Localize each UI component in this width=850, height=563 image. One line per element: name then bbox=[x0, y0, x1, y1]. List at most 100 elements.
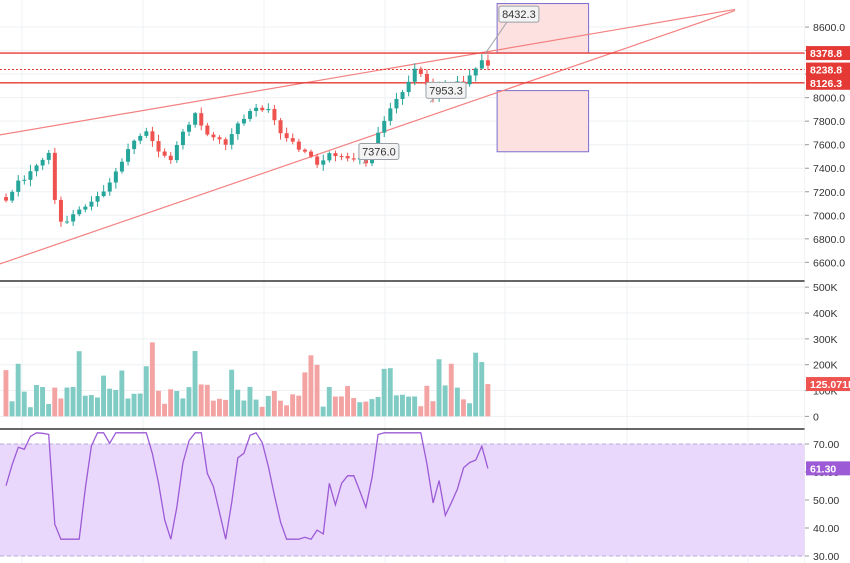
candle-body[interactable] bbox=[260, 107, 265, 111]
candle-body[interactable] bbox=[418, 68, 423, 74]
volume-bar[interactable] bbox=[168, 389, 174, 417]
volume-bar[interactable] bbox=[259, 406, 265, 417]
candle-body[interactable] bbox=[315, 156, 320, 165]
volume-bar[interactable] bbox=[271, 390, 277, 417]
volume-bar[interactable] bbox=[308, 355, 314, 417]
volume-bar[interactable] bbox=[235, 389, 241, 417]
candle-body[interactable] bbox=[473, 68, 478, 76]
volume-bar[interactable] bbox=[253, 399, 259, 417]
volume-bar[interactable] bbox=[46, 404, 52, 417]
candle-body[interactable] bbox=[113, 171, 118, 183]
volume-bar[interactable] bbox=[241, 400, 247, 417]
volume-bar[interactable] bbox=[149, 342, 155, 417]
candle-body[interactable] bbox=[180, 131, 185, 146]
target-box[interactable] bbox=[496, 90, 590, 153]
price-pane[interactable]: 8432.3 7953.3 7376.0 bbox=[0, 3, 805, 268]
volume-bar[interactable] bbox=[479, 362, 485, 417]
volume-bar[interactable] bbox=[265, 395, 271, 417]
candle-body[interactable] bbox=[101, 191, 106, 197]
candle-body[interactable] bbox=[235, 123, 240, 135]
candle-body[interactable] bbox=[388, 108, 393, 121]
candle-body[interactable] bbox=[241, 118, 246, 124]
volume-bar[interactable] bbox=[345, 386, 350, 417]
volume-bar[interactable] bbox=[143, 366, 149, 417]
volume-bar[interactable] bbox=[76, 351, 82, 417]
volume-bar[interactable] bbox=[461, 399, 466, 417]
volume-bar[interactable] bbox=[192, 351, 198, 417]
candle-body[interactable] bbox=[467, 75, 472, 85]
volume-bar[interactable] bbox=[418, 406, 424, 417]
rsi-value-tag[interactable]: 61.30 bbox=[806, 461, 850, 476]
candle-body[interactable] bbox=[40, 159, 45, 166]
volume-bar[interactable] bbox=[223, 399, 228, 417]
rsi-pane[interactable] bbox=[0, 431, 805, 557]
candle-body[interactable] bbox=[89, 201, 94, 207]
candle-body[interactable] bbox=[156, 141, 161, 152]
volume-bar[interactable] bbox=[125, 398, 131, 417]
price-axis[interactable]: 6600.0 6800.0 7000.0 7200.0 7400.0 7600.0 7800… bbox=[805, 0, 850, 563]
candle-body[interactable] bbox=[296, 141, 301, 150]
volume-bar[interactable] bbox=[290, 394, 296, 417]
candle-body[interactable] bbox=[223, 139, 228, 145]
volume-bar[interactable] bbox=[406, 396, 411, 417]
volume-bar[interactable] bbox=[278, 400, 283, 417]
volume-bar[interactable] bbox=[156, 390, 161, 417]
callout-box[interactable] bbox=[425, 81, 467, 99]
price-level-tag[interactable]: 8126.3 bbox=[806, 75, 850, 90]
volume-bar[interactable] bbox=[448, 363, 454, 417]
callout-box[interactable] bbox=[498, 5, 540, 23]
candle-body[interactable] bbox=[321, 160, 326, 165]
candle-body[interactable] bbox=[272, 108, 277, 121]
volume-bar[interactable] bbox=[332, 396, 338, 417]
candle-body[interactable] bbox=[28, 171, 33, 180]
candle-body[interactable] bbox=[327, 153, 332, 161]
volume-bar[interactable] bbox=[137, 393, 143, 417]
volume-bar[interactable] bbox=[131, 393, 137, 417]
candle-body[interactable] bbox=[95, 196, 100, 202]
candle-body[interactable] bbox=[345, 156, 350, 159]
candle-body[interactable] bbox=[10, 191, 15, 201]
candle-body[interactable] bbox=[302, 149, 307, 152]
candle-body[interactable] bbox=[309, 151, 314, 157]
volume-pane[interactable] bbox=[3, 342, 491, 417]
price-level-tag[interactable]: 8378.8 bbox=[806, 46, 850, 61]
volume-bar[interactable] bbox=[424, 385, 430, 417]
candle-body[interactable] bbox=[138, 135, 143, 141]
candle-body[interactable] bbox=[187, 124, 192, 132]
volume-bar[interactable] bbox=[204, 384, 210, 417]
trend-line[interactable] bbox=[0, 8, 736, 136]
candle-body[interactable] bbox=[479, 60, 484, 69]
volume-bar[interactable] bbox=[473, 352, 479, 417]
candle-body[interactable] bbox=[205, 125, 210, 135]
volume-bar[interactable] bbox=[82, 395, 88, 417]
volume-bar[interactable] bbox=[400, 394, 405, 417]
volume-bar[interactable] bbox=[320, 406, 326, 417]
candle-body[interactable] bbox=[4, 197, 9, 201]
rsi-line[interactable] bbox=[5, 431, 489, 540]
volume-bar[interactable] bbox=[70, 386, 76, 417]
volume-bar[interactable] bbox=[3, 370, 9, 417]
price-level-tag[interactable]: 8238.8 bbox=[806, 62, 850, 77]
candle-body[interactable] bbox=[126, 149, 131, 162]
volume-bar[interactable] bbox=[40, 387, 45, 417]
callout-box[interactable] bbox=[358, 143, 400, 161]
volume-bar[interactable] bbox=[217, 398, 222, 417]
volume-bar[interactable] bbox=[363, 401, 369, 417]
candle-body[interactable] bbox=[193, 113, 198, 125]
volume-bar[interactable] bbox=[387, 368, 393, 417]
volume-bar[interactable] bbox=[34, 384, 39, 417]
volume-bar[interactable] bbox=[162, 403, 167, 417]
candle-body[interactable] bbox=[211, 134, 216, 138]
volume-bar[interactable] bbox=[27, 407, 33, 417]
volume-bar[interactable] bbox=[412, 396, 418, 417]
candle-body[interactable] bbox=[217, 137, 222, 140]
candle-body[interactable] bbox=[485, 60, 490, 66]
volume-bar[interactable] bbox=[381, 368, 387, 417]
candle-body[interactable] bbox=[119, 161, 124, 172]
volume-bar[interactable] bbox=[442, 385, 448, 417]
candle-body[interactable] bbox=[58, 199, 63, 222]
candle-body[interactable] bbox=[34, 165, 39, 172]
candle-body[interactable] bbox=[424, 73, 429, 85]
candle-body[interactable] bbox=[333, 153, 338, 157]
